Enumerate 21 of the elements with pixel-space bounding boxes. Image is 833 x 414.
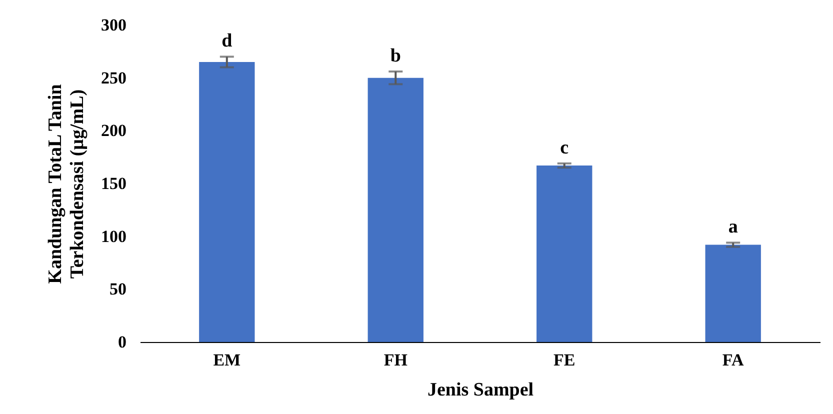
- bar: [368, 78, 424, 342]
- y-tick-label: 300: [101, 16, 126, 34]
- bar: [536, 166, 592, 342]
- annotation: c: [560, 137, 569, 158]
- y-tick-label: 0: [118, 332, 126, 352]
- x-tick-label: FE: [554, 350, 576, 370]
- annotation: b: [390, 45, 401, 66]
- annotation: a: [728, 216, 738, 238]
- y-tick-label: 250: [101, 68, 126, 88]
- bar: [705, 244, 761, 342]
- y-tick-label: 150: [101, 174, 126, 193]
- annotation: d: [222, 30, 233, 52]
- x-axis-title: Jenis Sampel: [427, 380, 534, 400]
- y-tick-label: 200: [101, 121, 126, 140]
- x-tick-label: FA: [722, 350, 745, 370]
- bar: [199, 62, 255, 342]
- x-tick-label: EM: [213, 350, 241, 370]
- y-tick-label: 50: [110, 280, 126, 299]
- y-tick-label: 100: [101, 226, 126, 246]
- x-tick-label: FH: [384, 350, 408, 370]
- y-axis-title: Kandungan TotaL Tanin Terkondensasi (µg/mL): [45, 84, 88, 284]
